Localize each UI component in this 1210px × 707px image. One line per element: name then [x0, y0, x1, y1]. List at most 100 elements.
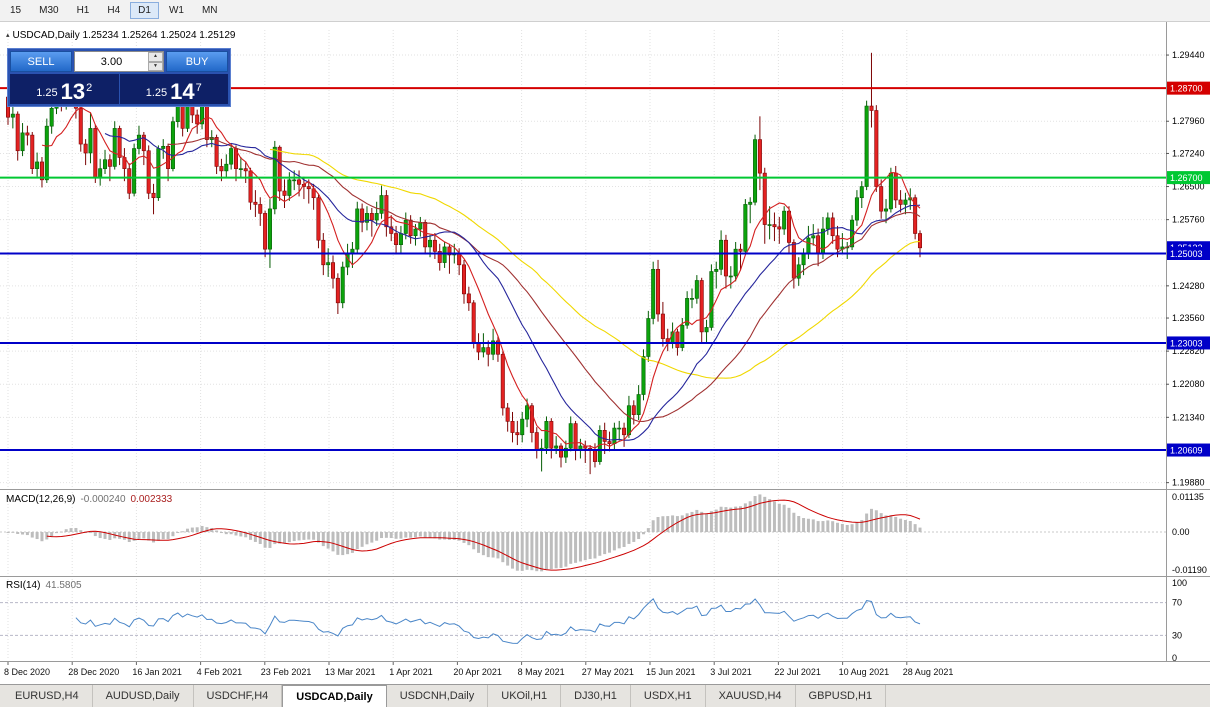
macd-histogram-bar — [617, 532, 621, 549]
candle-body — [161, 145, 166, 149]
price-tick-label: 1.19880 — [1172, 478, 1205, 488]
tab-label: USDCAD,Daily — [296, 690, 373, 703]
tab-gbpusd-h1[interactable]: GBPUSD,H1 — [795, 685, 887, 707]
candle-body — [602, 430, 607, 442]
date-axis-label: 28 Aug 2021 — [902, 667, 954, 677]
volume-field[interactable]: 3.00 ▲ ▼ — [74, 51, 164, 72]
macd-histogram-bar — [452, 532, 456, 540]
candle-body — [219, 166, 224, 172]
tab-eurusd-h4[interactable]: EURUSD,H4 — [2, 685, 93, 707]
tab-usdcad-daily[interactable]: USDCAD,Daily — [282, 685, 387, 707]
macd-histogram-bar — [365, 532, 369, 545]
date-axis-label: 3 Jul 2021 — [710, 667, 752, 677]
tab-label: EURUSD,H4 — [15, 690, 79, 702]
macd-histogram-bar — [632, 532, 636, 542]
candle-body — [495, 340, 500, 355]
candle-body — [787, 210, 792, 243]
candle-body — [335, 277, 340, 304]
candle-body — [772, 224, 777, 228]
candle-body — [481, 347, 486, 353]
date-axis[interactable]: 8 Dec 2020 28 Dec 2020 16 Jan 2021 4 Feb 20… — [0, 662, 1166, 684]
macd-histogram-bar — [258, 532, 262, 545]
volume-value[interactable]: 3.00 — [100, 55, 123, 68]
macd-histogram-bar — [176, 532, 180, 534]
macd-histogram-bar — [627, 532, 631, 544]
volume-up-arrow-icon[interactable]: ▲ — [148, 52, 163, 62]
price-chart-canvas[interactable]: 1.29440 1.27960 1.27240 1.26500 1.25760 1.242… — [0, 22, 1210, 684]
tab-usdchf-h4[interactable]: USDCHF,H4 — [193, 685, 283, 707]
candle-body — [146, 150, 151, 194]
buy-price-pips: 14 — [170, 79, 195, 104]
candle-body — [204, 105, 209, 140]
macd-histogram-bar — [103, 532, 107, 539]
candle-body — [248, 170, 253, 203]
timeframe-m15-button[interactable]: 15 — [2, 2, 29, 19]
sell-price-display[interactable]: 1.25 13 2 — [10, 74, 119, 104]
timeframe-h1-button[interactable]: H1 — [69, 2, 98, 19]
macd-histogram-bar — [355, 532, 359, 550]
candle-body — [641, 356, 646, 395]
macd-histogram-bar — [583, 532, 587, 561]
macd-histogram-bar — [787, 507, 791, 533]
rsi-axis-label: 70 — [1172, 598, 1182, 608]
candle-body — [830, 217, 835, 237]
macd-histogram-bar — [806, 518, 810, 533]
candle-body — [25, 132, 30, 136]
candle-body — [428, 239, 433, 248]
macd-histogram-bar — [889, 515, 893, 533]
candle-body — [864, 105, 869, 187]
tab-audusd-daily[interactable]: AUDUSD,Daily — [92, 685, 194, 707]
candle-body — [850, 219, 855, 248]
macd-axis-label: -0.01190 — [1172, 565, 1207, 575]
tab-ukoil-h1[interactable]: UKOil,H1 — [488, 685, 562, 707]
timeframe-d1-button[interactable]: D1 — [130, 2, 159, 19]
timeframe-mn-button[interactable]: MN — [194, 2, 226, 19]
timeframe-h4-button[interactable]: H4 — [99, 2, 128, 19]
candle-body — [214, 137, 219, 167]
buy-button[interactable]: BUY — [166, 51, 228, 72]
macd-histogram-bar — [593, 532, 597, 559]
timeframe-m30-button[interactable]: M30 — [31, 2, 66, 19]
candle-body — [719, 239, 724, 270]
macd-histogram-bar — [171, 532, 175, 537]
macd-histogram-bar — [195, 527, 199, 533]
date-axis-label: 27 May 2021 — [581, 667, 634, 677]
candle-body — [156, 148, 161, 199]
candle-body — [825, 217, 830, 230]
macd-histogram-bar — [142, 532, 146, 539]
macd-histogram-bar — [132, 532, 136, 541]
tab-xauusd-h4[interactable]: XAUUSD,H4 — [705, 685, 796, 707]
buy-price-display[interactable]: 1.25 14 7 — [119, 74, 228, 104]
macd-histogram-bar — [705, 513, 709, 533]
macd-histogram-bar — [273, 532, 277, 545]
timeframe-w1-button[interactable]: W1 — [161, 2, 192, 19]
macd-histogram-bar — [714, 509, 718, 533]
macd-histogram-bar — [729, 507, 733, 533]
macd-histogram-bar — [603, 532, 607, 555]
volume-down-arrow-icon[interactable]: ▼ — [148, 61, 163, 71]
macd-histogram-bar — [263, 532, 267, 548]
subwindow-collapse-icon[interactable]: ▴ — [6, 32, 10, 39]
candle-body — [743, 204, 748, 252]
macd-histogram-bar — [768, 499, 772, 533]
candle-body — [520, 418, 525, 436]
macd-histogram-bar — [389, 532, 393, 539]
tab-usdx-h1[interactable]: USDX,H1 — [630, 685, 706, 707]
macd-histogram-bar — [836, 522, 840, 533]
candle-body — [505, 407, 510, 422]
macd-histogram-bar — [161, 532, 165, 540]
chart-symbol-label: ▴ USDCAD,Daily 1.25234 1.25264 1.25024 1.… — [6, 30, 235, 41]
tab-usdcnh-daily[interactable]: USDCNH,Daily — [386, 685, 489, 707]
macd-histogram-bar — [569, 532, 573, 564]
macd-histogram-bar — [6, 532, 10, 534]
price-tag-label: 1.26700 — [1170, 173, 1203, 183]
macd-histogram-bar — [428, 532, 432, 538]
macd-histogram-bar — [224, 532, 228, 535]
macd-histogram-bar — [229, 532, 233, 535]
sell-button[interactable]: SELL — [10, 51, 72, 72]
candle-body — [258, 204, 263, 214]
date-axis-label: 15 Jun 2021 — [646, 667, 696, 677]
tab-dj30-h1[interactable]: DJ30,H1 — [561, 685, 631, 707]
candle-body — [103, 159, 108, 169]
candle-body — [534, 432, 539, 451]
